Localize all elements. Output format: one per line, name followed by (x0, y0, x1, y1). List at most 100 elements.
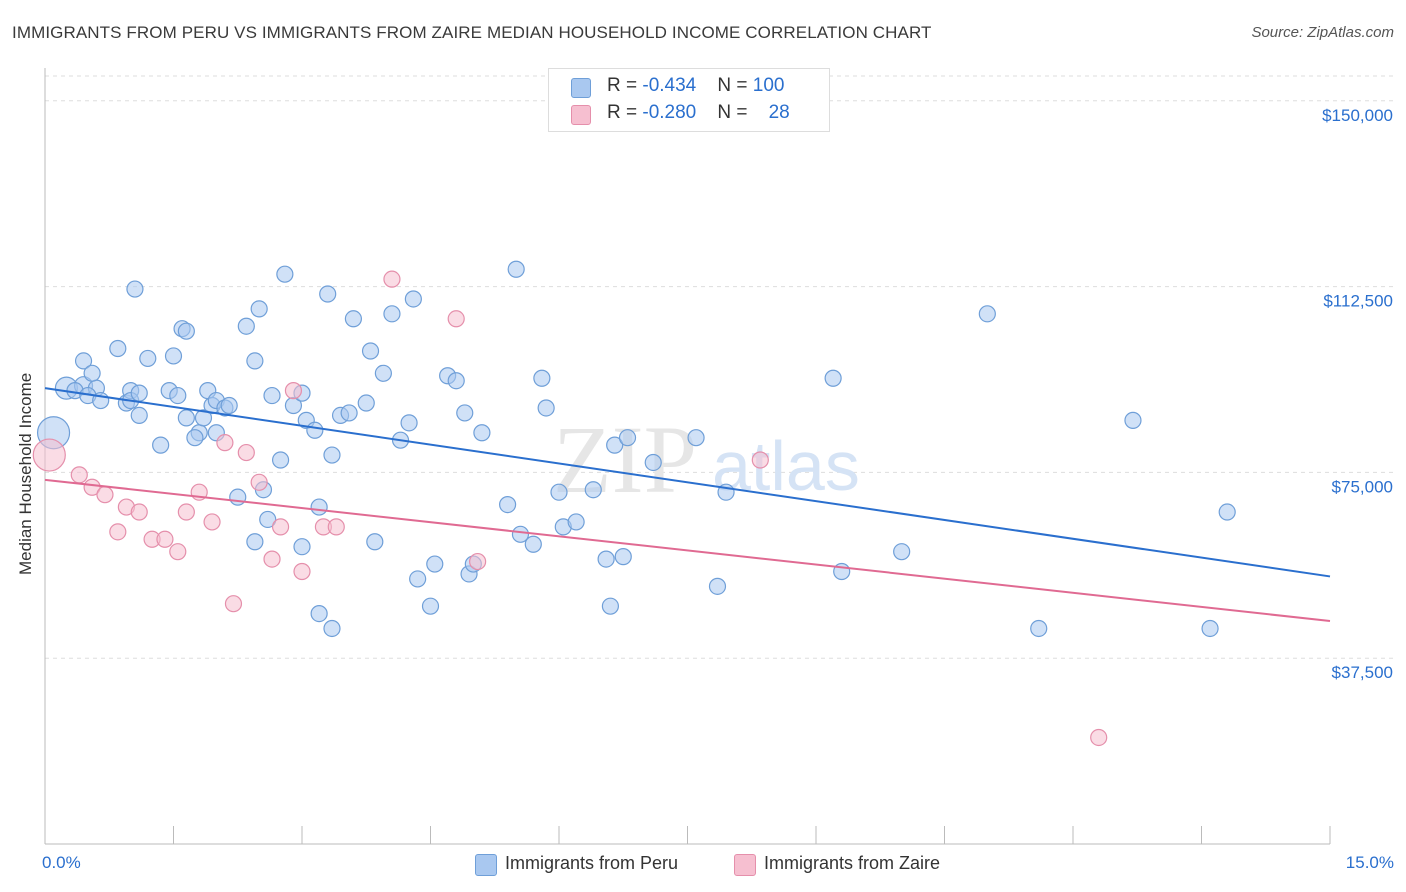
data-point-peru (644, 453, 662, 472)
data-point-peru (186, 429, 204, 447)
x-tick-label-min: 0.0% (42, 853, 81, 872)
data-point-peru (130, 384, 148, 402)
data-point-peru (978, 305, 996, 323)
data-point-peru (507, 260, 525, 278)
legend-swatch-zaire (571, 105, 591, 125)
y-tick-label: $112,500 (1323, 292, 1393, 311)
legend-n-label: N = (717, 75, 753, 96)
source-credit: Source: ZipAtlas.com (1251, 24, 1394, 41)
data-point-zaire (263, 550, 281, 568)
data-point-peru (533, 369, 551, 387)
data-point-peru (601, 597, 620, 615)
watermark-zip: ZIP (553, 406, 697, 513)
data-point-peru (220, 396, 238, 415)
data-point-peru (177, 409, 195, 427)
data-point-peru (310, 604, 328, 623)
data-point-peru (597, 550, 615, 568)
data-point-peru (456, 404, 474, 422)
data-point-peru (824, 369, 842, 387)
data-point-peru (246, 352, 264, 370)
data-point-zaire (447, 310, 465, 328)
data-point-peru (1201, 619, 1219, 638)
data-point-peru (169, 386, 187, 405)
data-point-zaire (130, 503, 148, 521)
trend-line-peru (44, 387, 1331, 578)
data-point-peru (473, 424, 491, 442)
data-point-peru (366, 533, 384, 551)
data-point-peru (319, 285, 337, 303)
data-point-peru (421, 597, 440, 615)
data-point-zaire (469, 552, 487, 571)
data-point-peru (614, 548, 632, 566)
data-point-peru (74, 352, 93, 370)
data-point-peru (357, 394, 375, 412)
chart-title: IMMIGRANTS FROM PERU VS IMMIGRANTS FROM … (12, 23, 932, 42)
y-axis-label: Median Household Income (16, 372, 35, 575)
data-point-peru (344, 310, 362, 328)
data-point-peru (164, 347, 183, 365)
data-point-peru (400, 414, 418, 432)
data-point-peru (409, 570, 427, 588)
y-tick-label: $150,000 (1322, 106, 1393, 125)
data-point-peru (276, 265, 294, 283)
data-point-zaire (1090, 728, 1108, 747)
data-point-zaire (156, 530, 174, 548)
watermark-atlas: atlas (712, 427, 860, 505)
data-point-peru (293, 538, 311, 556)
data-point-peru (404, 290, 422, 308)
trend-line-zaire (44, 478, 1331, 623)
data-point-zaire (96, 486, 114, 504)
data-point-peru (524, 535, 542, 553)
data-point-zaire (70, 466, 88, 484)
data-point-peru (259, 510, 277, 529)
data-point-zaire (293, 562, 311, 581)
data-point-peru (893, 543, 911, 561)
data-point-peru (194, 409, 213, 427)
data-point-peru (550, 483, 568, 501)
data-point-zaire (237, 443, 255, 462)
legend-n-label: N = (717, 102, 753, 123)
data-point-peru (246, 533, 264, 551)
y-tick-label: $75,000 (1332, 477, 1393, 496)
data-point-peru (361, 342, 380, 360)
data-point-peru (177, 322, 195, 340)
data-point-zaire (83, 478, 101, 496)
data-point-zaire (169, 543, 187, 561)
x-tick-label-max: 15.0% (1345, 853, 1394, 872)
bottom-legend-swatch-zaire (734, 854, 756, 876)
data-point-peru (374, 364, 392, 382)
data-point-peru (447, 372, 465, 390)
data-point-peru (383, 305, 401, 323)
data-point-zaire (177, 503, 195, 521)
data-point-zaire (109, 523, 127, 541)
data-point-peru (130, 406, 148, 425)
data-point-peru (323, 446, 341, 464)
data-point-zaire (250, 473, 268, 491)
data-point-peru (263, 386, 281, 405)
data-point-peru (1218, 503, 1236, 521)
data-point-peru (1030, 619, 1048, 638)
legend: R = -0.434 N = 100 R = -0.280 N = 28 (548, 68, 830, 132)
series-zaire (32, 270, 1108, 747)
data-point-peru (229, 488, 247, 506)
data-point-zaire (284, 382, 303, 400)
legend-r-value: -0.280 (642, 102, 697, 123)
data-point-peru (126, 280, 144, 298)
data-point-zaire (224, 595, 243, 613)
legend-n-value: 28 (768, 102, 790, 123)
data-point-zaire (203, 513, 221, 531)
data-point-peru (109, 339, 127, 358)
data-point-zaire (751, 451, 769, 469)
data-point-peru (250, 300, 268, 318)
bottom-legend-swatch-peru (475, 854, 497, 876)
legend-r-label: R = (607, 75, 643, 96)
data-point-peru (323, 619, 341, 638)
bottom-legend-label-zaire: Immigrants from Zaire (764, 853, 941, 873)
legend-r-label: R = (607, 102, 643, 123)
data-point-zaire (216, 434, 234, 452)
legend-text-peru: R = -0.434 N = 100 (607, 75, 784, 97)
data-point-peru (271, 451, 290, 469)
legend-r-value: -0.434 (642, 75, 697, 96)
trend-lines (44, 387, 1331, 623)
